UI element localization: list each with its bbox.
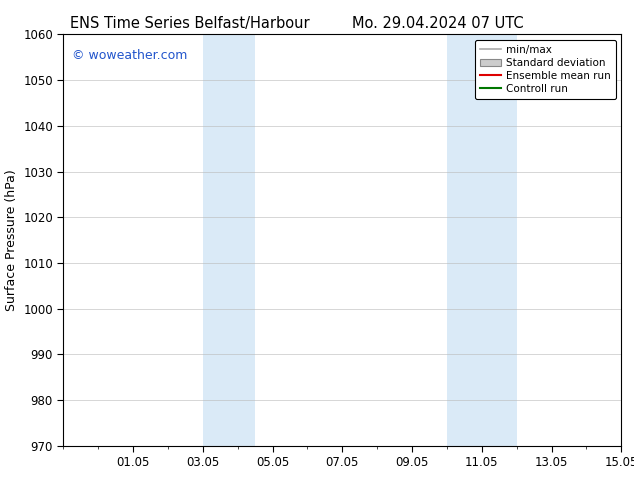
- Y-axis label: Surface Pressure (hPa): Surface Pressure (hPa): [4, 169, 18, 311]
- Text: Mo. 29.04.2024 07 UTC: Mo. 29.04.2024 07 UTC: [352, 16, 523, 31]
- Bar: [203, 34, 255, 446]
- Text: ENS Time Series Belfast/Harbour: ENS Time Series Belfast/Harbour: [70, 16, 310, 31]
- Legend: min/max, Standard deviation, Ensemble mean run, Controll run: min/max, Standard deviation, Ensemble me…: [475, 40, 616, 99]
- Bar: [447, 34, 517, 446]
- Text: © woweather.com: © woweather.com: [72, 49, 187, 62]
